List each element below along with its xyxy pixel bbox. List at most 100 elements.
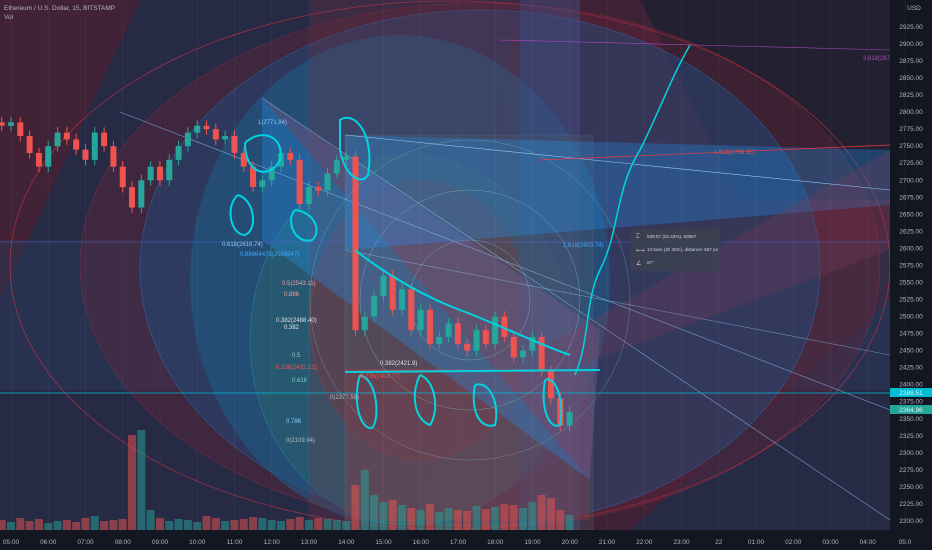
volume-bar: [146, 510, 155, 530]
time-axis-ticks: 05:00 06:00 07:00 08:00 09:00 10:00 11:00 12:00…: [3, 0, 912, 546]
candle: [54, 132, 61, 147]
volume-bar: [137, 430, 146, 530]
candle: [445, 323, 452, 338]
price-tick: 2450.00: [899, 348, 923, 355]
volume-bar: [155, 518, 164, 530]
fib-level-label: 1.618(2603.74): [563, 243, 604, 249]
volume-bar: [342, 521, 351, 530]
time-tick: 03:00: [822, 539, 839, 546]
candle: [315, 187, 322, 191]
fib-level-label: 0.382(2421.9): [380, 361, 417, 367]
candle: [259, 180, 266, 188]
volume-bar: [360, 470, 369, 530]
candle: [119, 166, 126, 188]
price-tick: 2500.00: [899, 314, 923, 321]
price-badge-current: [890, 388, 932, 397]
fib-level-label: 0.786: [286, 419, 302, 425]
volume-bar: [388, 500, 397, 530]
volume-bar: [118, 519, 127, 530]
volume-bar: [379, 502, 388, 530]
volume-bar: [165, 521, 174, 530]
candle: [8, 122, 14, 126]
angle-text: 67°: [647, 260, 654, 265]
time-tick: 14:00: [338, 539, 355, 546]
price-tick: 2425.00: [899, 365, 923, 372]
candle: [212, 129, 219, 140]
fib-level-label: 0(2377.59): [330, 395, 359, 401]
fib-level-label: 0.88964479(2589947): [240, 252, 299, 258]
time-tick: 12:00: [264, 539, 281, 546]
price-tick: 2375.00: [899, 399, 923, 406]
volume-bar: [472, 506, 481, 530]
measure-tooltip: ⌶ 539.57 (22.43%), 53957 ⟷ 14 bars (3h 30m…: [631, 229, 719, 271]
candle: [91, 132, 98, 160]
time-tick: 04:00: [860, 539, 877, 546]
volume-bar: [53, 521, 62, 530]
volume-bar: [444, 508, 453, 530]
candle: [566, 411, 573, 426]
volume-indicator-label[interactable]: Vol: [4, 14, 14, 21]
candle: [389, 275, 396, 310]
volume-bar: [295, 517, 304, 530]
time-tick: 17:00: [450, 539, 467, 546]
time-axis[interactable]: [0, 530, 932, 550]
candle: [380, 275, 387, 297]
fib-level-label: 3.618(2877.15): [863, 56, 904, 62]
time-tick: 01:00: [748, 539, 765, 546]
time-tick: 09:00: [152, 539, 169, 546]
fib-level-label: 0.618: [292, 378, 308, 384]
volume-bar: [62, 520, 71, 530]
candle: [510, 337, 517, 358]
fib-level-label: 1(2771.84): [258, 120, 287, 126]
price-tick: 2525.00: [899, 297, 923, 304]
volume-bar: [7, 522, 15, 530]
candle: [352, 156, 359, 331]
candle: [63, 132, 70, 140]
price-tick: 2625.00: [899, 228, 923, 235]
time-tick: 07:00: [77, 539, 94, 546]
volume-bar: [174, 519, 183, 530]
fib-level-label: 0(2109.94): [286, 438, 315, 444]
price-range-icon: ⌶: [636, 234, 640, 240]
volume-bar: [128, 435, 137, 530]
time-tick: 15:00: [375, 539, 392, 546]
volume-bar: [267, 520, 276, 530]
price-tick: 2475.00: [899, 331, 923, 338]
candle: [194, 125, 201, 133]
candle: [408, 289, 415, 331]
price-tick: 2825.00: [899, 92, 923, 99]
time-tick: 05:00: [3, 539, 20, 546]
volume-bar: [556, 510, 565, 530]
candle: [101, 132, 108, 147]
price-tick: 2575.00: [899, 262, 923, 269]
time-tick: 11:00: [227, 539, 243, 546]
volume-bar: [416, 510, 425, 530]
candle: [547, 371, 554, 399]
candle: [184, 132, 191, 147]
volume-bar: [202, 516, 211, 530]
price-tick: 2225.00: [899, 501, 923, 508]
volume-bar: [81, 518, 90, 530]
volume-bar: [407, 508, 416, 530]
time-tick: 23:00: [673, 539, 690, 546]
volume-bar: [398, 505, 407, 530]
candle: [482, 330, 489, 344]
time-tick: 13:00: [301, 539, 318, 546]
volume-bar: [509, 505, 518, 530]
price-tick: 2600.00: [899, 245, 923, 252]
fib-level-label: 0.618(2618.74): [222, 242, 263, 248]
symbol-title[interactable]: Ethereum / U.S. Dollar, 15, BITSTAMP: [4, 5, 116, 12]
price-axis[interactable]: [890, 0, 932, 550]
fib-level-label: 0.5(2543.11): [282, 281, 316, 287]
price-tick: 2750.00: [899, 143, 923, 150]
time-tick: 10:00: [189, 539, 206, 546]
candle: [417, 309, 424, 331]
price-tick: 2325.00: [899, 433, 923, 440]
time-tick: 20:00: [562, 539, 579, 546]
volume-bar: [463, 511, 472, 530]
volume-bar: [314, 518, 323, 530]
volume-bar: [481, 509, 490, 530]
volume-bar: [546, 498, 555, 530]
